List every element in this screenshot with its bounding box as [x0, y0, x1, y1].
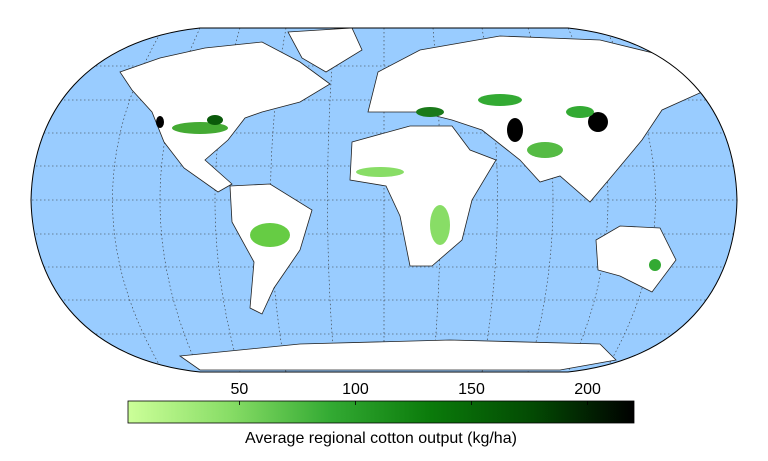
- continents: [119, 28, 703, 371]
- colorbar-tick-label: 150: [458, 381, 485, 398]
- colorbar-tick-label: 200: [574, 381, 601, 398]
- colorbar-scale: [127, 400, 635, 424]
- colorbar-tick-label: 50: [231, 381, 249, 398]
- colorbar: Average regional cotton output (kg/ha) 5…: [127, 381, 635, 447]
- cotton-hotspots: [156, 94, 661, 271]
- world-map: [31, 28, 737, 372]
- colorbar-label: Average regional cotton output (kg/ha): [245, 430, 517, 447]
- colorbar-tick-label: 100: [342, 381, 369, 398]
